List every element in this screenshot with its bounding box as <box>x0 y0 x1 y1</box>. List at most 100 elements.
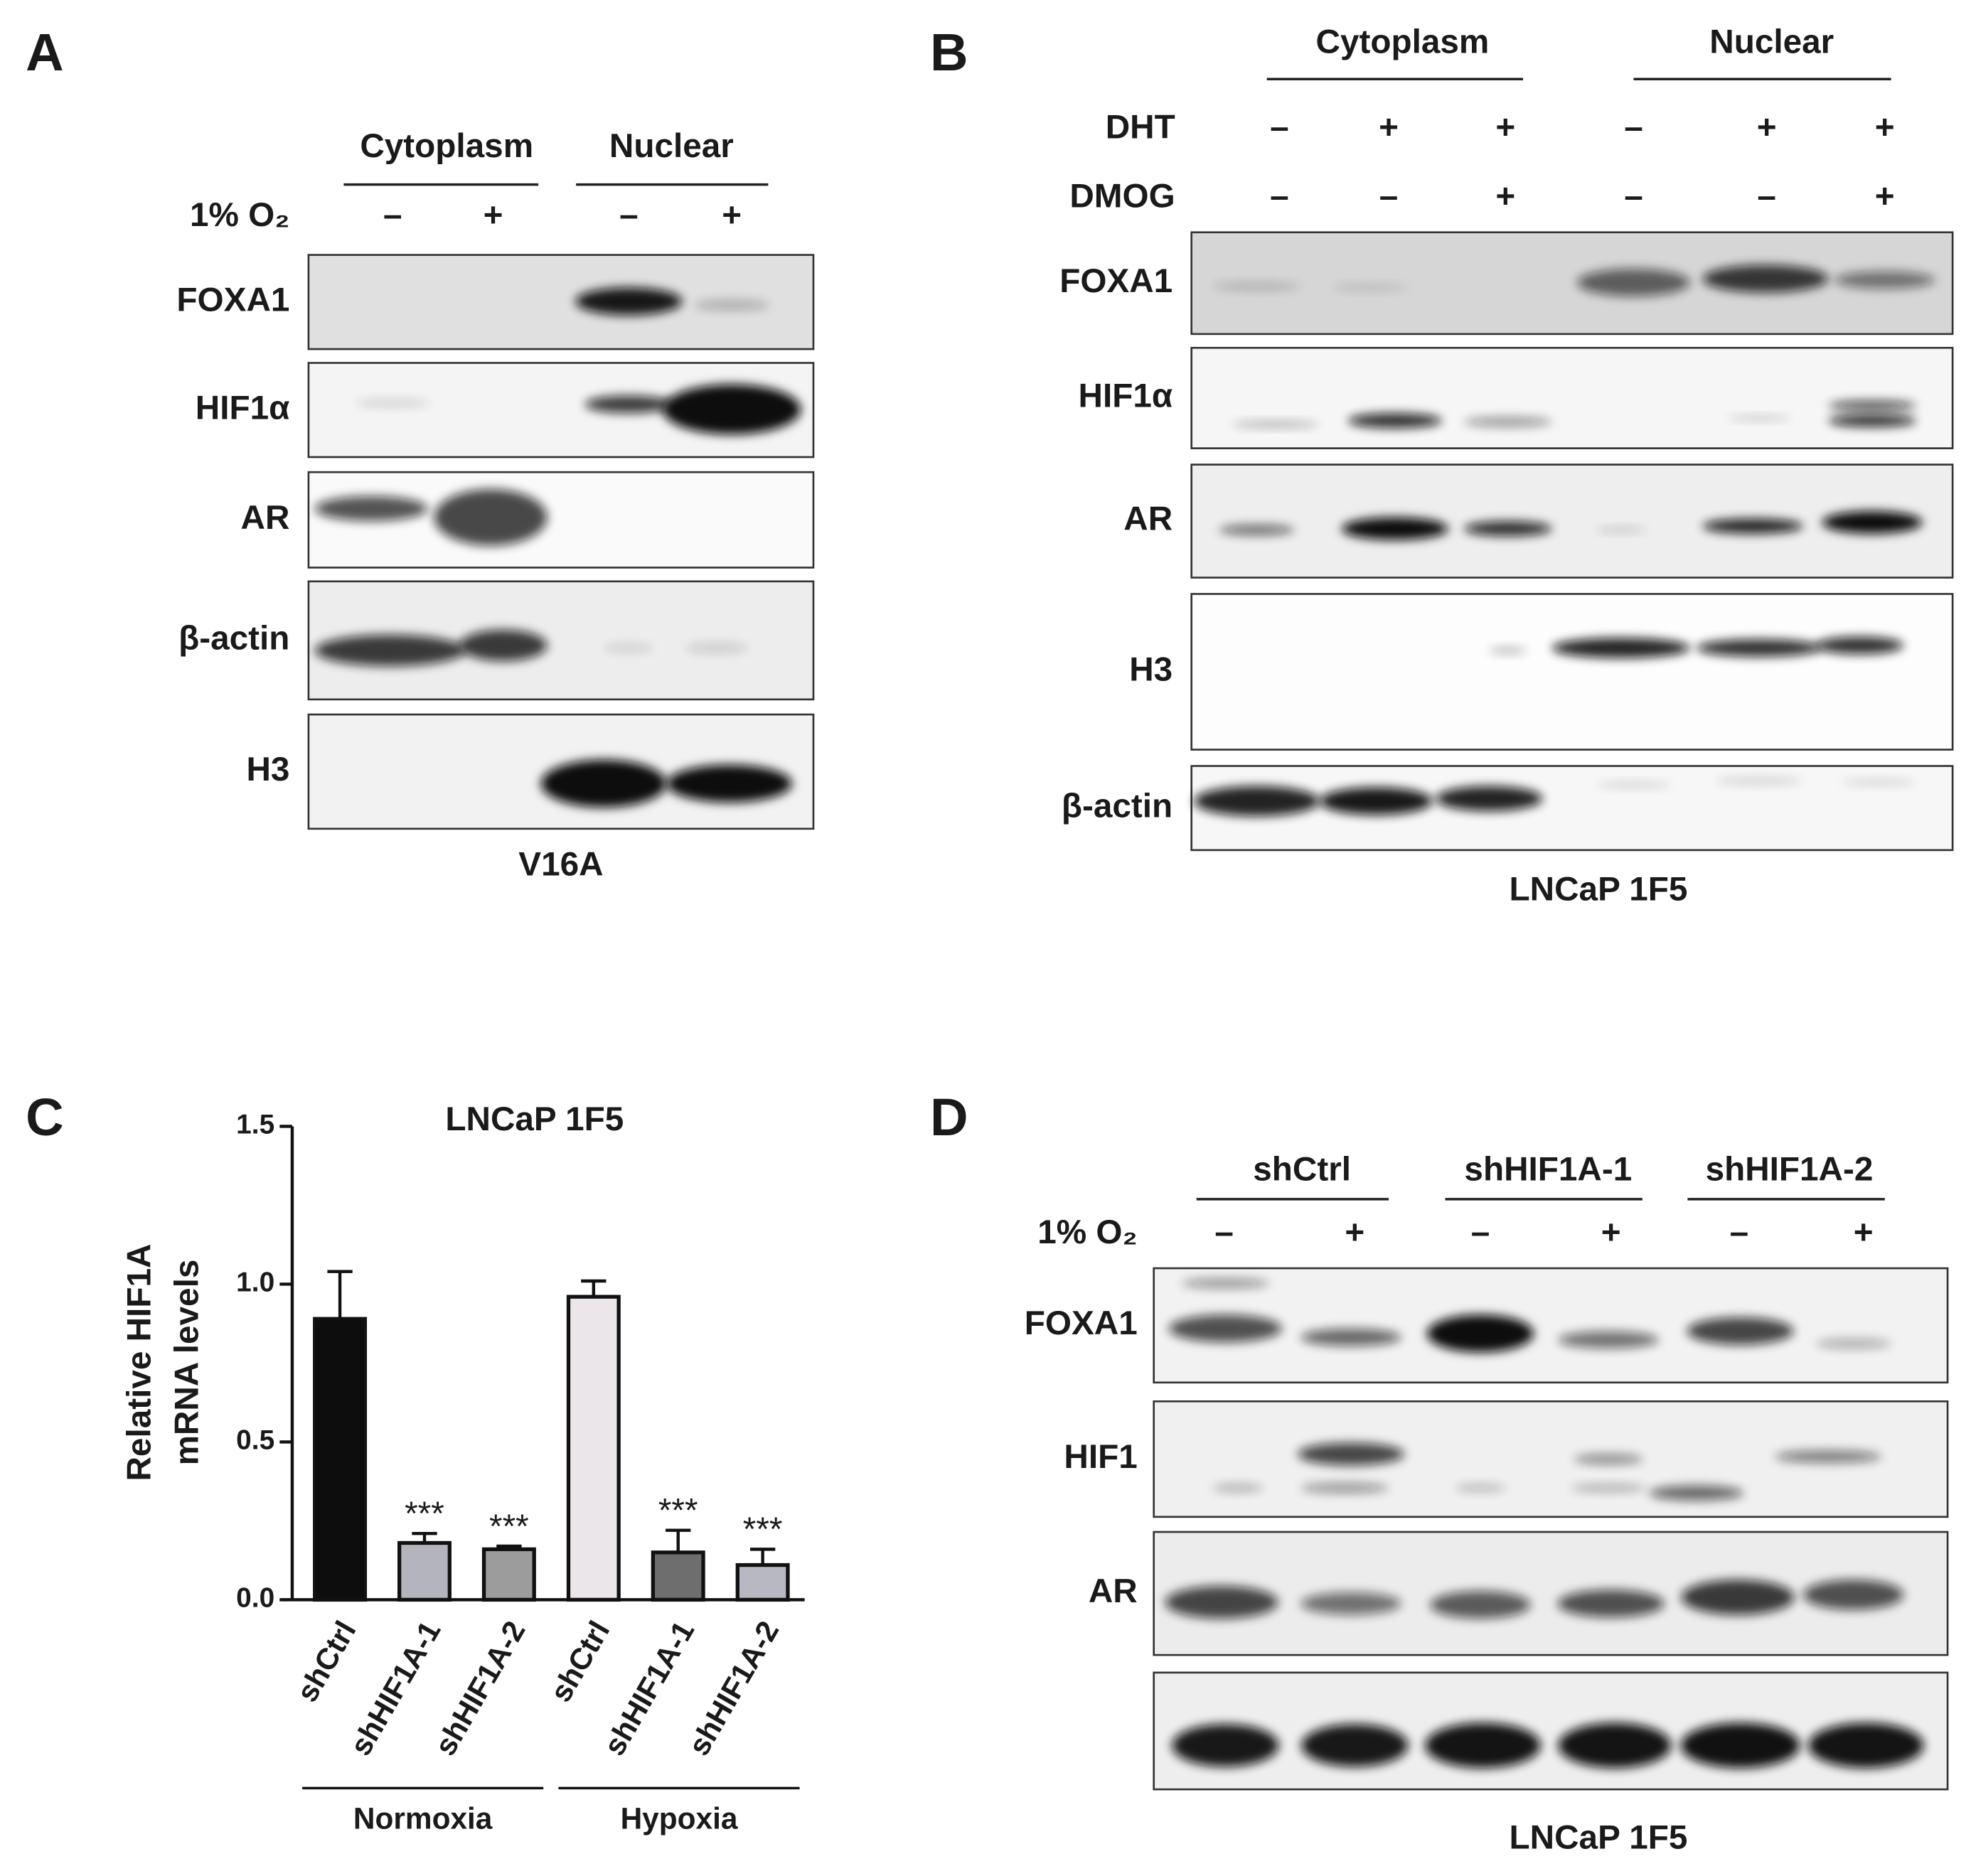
blot-band <box>1301 1724 1409 1767</box>
blot-band <box>1828 400 1916 411</box>
blot-band <box>1319 787 1433 815</box>
row-label: β-actin <box>178 619 289 657</box>
lane-group-label: Cytoplasm <box>1316 23 1490 60</box>
lane-group-label: Cytoplasm <box>360 127 533 165</box>
row-label: H3 <box>1129 651 1173 689</box>
condition-sign: – <box>1214 1213 1234 1251</box>
blot-band <box>1840 779 1916 786</box>
blot-band <box>1775 1450 1882 1463</box>
condition-sign: + <box>1495 109 1515 146</box>
lane-group-label: shHIF1A-1 <box>1464 1151 1632 1189</box>
condition-label: DMOG <box>1069 178 1175 215</box>
condition-sign: – <box>1757 178 1776 215</box>
condition-sign: + <box>1875 178 1895 215</box>
blot-band <box>1463 521 1552 537</box>
significance-label: *** <box>743 1511 783 1548</box>
y-tick-label: 1.5 <box>236 1110 274 1140</box>
blot-band <box>1702 264 1829 293</box>
blot-band <box>1212 1484 1264 1492</box>
blot-band <box>1807 1722 1924 1769</box>
panel-letter: B <box>930 23 968 82</box>
row-label: AR <box>241 499 290 537</box>
blot-band <box>1194 786 1320 817</box>
blot-band <box>1558 1331 1659 1349</box>
x-tick-label: shCtrl <box>544 1615 616 1708</box>
condition-sign: – <box>383 196 402 234</box>
blot-band <box>355 399 431 407</box>
blot-band <box>1426 1314 1534 1353</box>
condition-sign: – <box>1379 178 1399 215</box>
condition-sign: + <box>1854 1213 1874 1251</box>
blot-band <box>1551 638 1690 658</box>
lane-group-label: Nuclear <box>1709 23 1834 60</box>
condition-sign: – <box>1624 109 1643 146</box>
blot-panel: A Cytoplasm Nuclear 1% O₂ – + – + FOXA1 HIF1α AR β-… <box>26 23 815 883</box>
row-label: FOXA1 <box>1025 1304 1138 1342</box>
blot-band <box>1168 1314 1282 1343</box>
y-axis-label: mRNA levels <box>169 1260 206 1466</box>
blot-band <box>1297 1442 1405 1466</box>
blot-band <box>1715 777 1803 785</box>
blot-band <box>1687 1317 1794 1345</box>
row-label: FOXA1 <box>176 281 289 318</box>
x-tick-label: shCtrl <box>290 1615 363 1708</box>
row-label: AR <box>1123 500 1173 538</box>
blot-band <box>1300 1328 1401 1346</box>
blot-band <box>1347 413 1443 429</box>
blot-band <box>575 287 683 316</box>
y-axis-label: Relative HIF1A <box>121 1244 159 1481</box>
significance-label: *** <box>658 1492 698 1530</box>
row-label: H3 <box>246 751 289 788</box>
blot-band <box>1727 415 1791 421</box>
blot-band <box>1815 1338 1891 1349</box>
blot-band <box>459 629 548 662</box>
row-label: FOXA1 <box>1059 262 1173 300</box>
group-label: Hypoxia <box>621 1801 738 1835</box>
row-label: β-actin <box>1062 787 1173 825</box>
blot-band <box>1571 1484 1647 1492</box>
blot-band <box>1574 1454 1643 1464</box>
y-tick-label: 0.0 <box>236 1583 274 1614</box>
blot-band <box>584 395 673 414</box>
group-label: Normoxia <box>353 1801 493 1835</box>
blot-band <box>1232 421 1320 428</box>
blot-band <box>1596 781 1672 788</box>
blot-band <box>1576 269 1690 296</box>
cell-line-label: LNCaP 1F5 <box>1510 871 1688 908</box>
panel-letter: D <box>930 1088 968 1147</box>
blot-band <box>663 384 801 435</box>
blot-band <box>1181 1278 1270 1289</box>
bar <box>397 1540 452 1602</box>
blot-band <box>1425 1722 1541 1769</box>
condition-label: 1% O₂ <box>1037 1213 1137 1251</box>
cell-line-label: V16A <box>518 845 603 883</box>
blot-band <box>1557 1590 1665 1618</box>
condition-sign: – <box>1471 1213 1490 1251</box>
condition-sign: + <box>484 196 503 234</box>
condition-sign: – <box>619 196 639 234</box>
condition-sign: + <box>1601 1213 1621 1251</box>
row-label: AR <box>1089 1572 1138 1610</box>
blot-band <box>1219 525 1295 535</box>
condition-label: 1% O₂ <box>190 196 289 234</box>
blot-band <box>1165 1585 1278 1619</box>
blot-band <box>1802 1580 1904 1610</box>
blot-band <box>1463 417 1552 427</box>
condition-sign: + <box>1345 1213 1364 1251</box>
condition-sign: + <box>1379 109 1399 146</box>
bar <box>735 1563 790 1602</box>
significance-label: *** <box>489 1508 529 1545</box>
condition-sign: + <box>722 196 742 234</box>
bar <box>651 1550 705 1602</box>
y-tick-label: 1.0 <box>236 1267 274 1298</box>
row-label: HIF1 <box>1064 1438 1137 1476</box>
condition-sign: + <box>1875 109 1895 146</box>
blot-band <box>1558 1722 1672 1769</box>
blot-strip <box>1190 231 1954 336</box>
blot-band <box>1212 282 1301 291</box>
blot-band <box>1815 636 1904 655</box>
blot-band <box>314 634 466 667</box>
lane-group-label: shHIF1A-2 <box>1706 1151 1874 1189</box>
